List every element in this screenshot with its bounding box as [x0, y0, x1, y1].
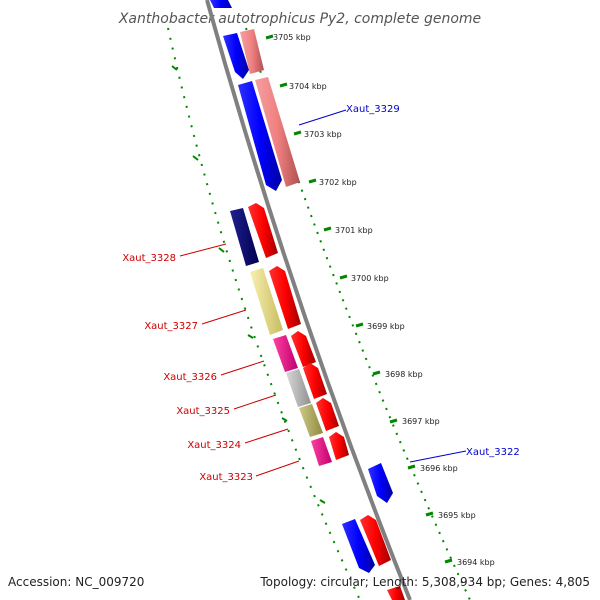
- gene-feature-forward[interactable]: [387, 586, 405, 600]
- gene-feature-reverse[interactable]: [238, 81, 282, 191]
- gene-label-xaut-3323[interactable]: Xaut_3323: [199, 472, 253, 483]
- inner-major-ticks: [171, 65, 326, 504]
- gene-feature-reverse[interactable]: [230, 208, 259, 266]
- gene-feature-reverse[interactable]: [368, 463, 393, 503]
- gene-label-xaut-3326[interactable]: Xaut_3326: [163, 372, 217, 383]
- tick-label: 3696 kbp: [420, 464, 458, 473]
- gene-feature-forward[interactable]: [303, 363, 327, 399]
- gene-feature-reverse[interactable]: [223, 33, 249, 79]
- tick-label: 3698 kbp: [385, 370, 423, 379]
- gene-feature-forward[interactable]: [360, 515, 391, 566]
- tick-label: 3703 kbp: [304, 130, 342, 139]
- tick-label: 3695 kbp: [438, 511, 476, 520]
- gene-feature-reverse[interactable]: [286, 369, 311, 407]
- tick-labels: 3705 kbp 3704 kbp 3703 kbp 3702 kbp 3701…: [273, 33, 495, 567]
- tick-label: 3697 kbp: [402, 417, 440, 426]
- tick-label: 3704 kbp: [289, 82, 327, 91]
- topology-text: Topology: circular; Length: 5,308,934 bp…: [259, 575, 590, 589]
- gene-feature-reverse[interactable]: [250, 268, 283, 335]
- tick-label: 3705 kbp: [273, 33, 311, 42]
- gene-features: [210, 0, 405, 600]
- gene-label-xaut-3328[interactable]: Xaut_3328: [122, 253, 176, 264]
- gene-feature-forward[interactable]: [329, 432, 349, 460]
- gene-label-xaut-3327[interactable]: Xaut_3327: [144, 321, 198, 332]
- accession-text: Accession: NC_009720: [8, 575, 144, 589]
- outer-tick-track: [245, 27, 471, 600]
- gene-label-xaut-3324[interactable]: Xaut_3324: [187, 440, 241, 451]
- tick-label: 3699 kbp: [367, 322, 405, 331]
- gene-label-xaut-3329[interactable]: Xaut_3329: [346, 104, 400, 115]
- inner-tick-track: [167, 27, 361, 600]
- gene-feature-forward[interactable]: [248, 203, 278, 258]
- gene-feature-reverse[interactable]: [342, 519, 375, 573]
- outer-major-ticks: [265, 34, 453, 564]
- tick-label: 3701 kbp: [335, 226, 373, 235]
- gene-feature-reverse[interactable]: [210, 0, 232, 8]
- gene-label-leaders: [179, 109, 467, 477]
- gene-label-xaut-3322[interactable]: Xaut_3322: [466, 447, 520, 458]
- gene-feature-forward[interactable]: [269, 266, 301, 329]
- tick-label: 3702 kbp: [319, 178, 357, 187]
- gene-feature-forward[interactable]: [240, 29, 264, 74]
- gene-feature-reverse[interactable]: [311, 437, 332, 466]
- gene-feature-forward[interactable]: [255, 77, 300, 187]
- gene-feature-reverse[interactable]: [299, 404, 323, 437]
- gene-feature-forward[interactable]: [291, 331, 316, 367]
- gene-feature-forward[interactable]: [316, 398, 339, 431]
- tick-label: 3700 kbp: [351, 274, 389, 283]
- genome-backbone: [205, 0, 412, 600]
- gene-label-xaut-3325[interactable]: Xaut_3325: [176, 406, 230, 417]
- map-title: Xanthobacter autotrophicus Py2, complete…: [118, 11, 481, 27]
- gene-feature-reverse[interactable]: [273, 335, 298, 372]
- tick-label: 3694 kbp: [457, 558, 495, 567]
- gene-labels: Xaut_3329 Xaut_3328 Xaut_3327 Xaut_3326 …: [122, 104, 519, 483]
